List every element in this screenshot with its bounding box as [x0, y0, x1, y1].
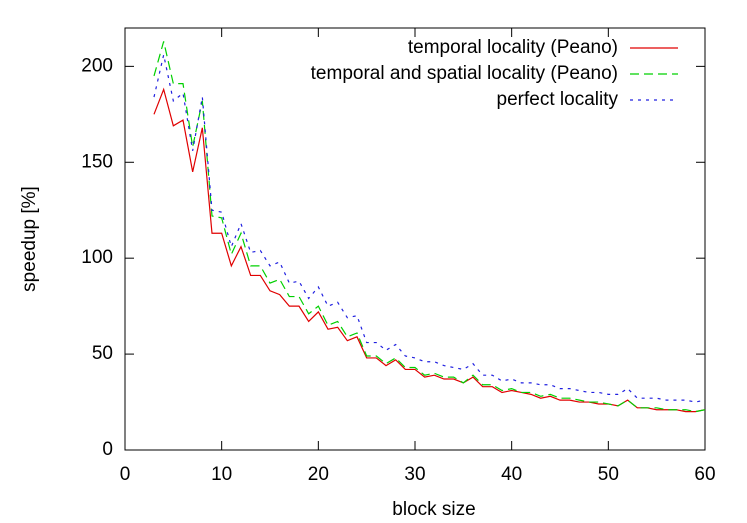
x-axis-label: block size: [392, 499, 475, 520]
series-line: [153, 54, 706, 403]
legend-label: temporal locality (Peano): [408, 37, 618, 58]
y-tick-label: 50: [92, 343, 113, 364]
x-tick-label: 50: [598, 464, 619, 485]
y-axis-label: speedup [%]: [19, 186, 40, 292]
x-tick-label: 30: [404, 464, 425, 485]
plot-frame: [124, 27, 706, 451]
y-tick-label: 100: [81, 247, 113, 268]
y-tick-label: 150: [81, 151, 113, 172]
y-tick-label: 200: [81, 55, 113, 76]
series-line: [153, 41, 706, 413]
x-tick-label: 20: [308, 464, 329, 485]
legend-label: perfect locality: [497, 89, 619, 110]
y-tick-label: 0: [102, 439, 113, 460]
x-tick-label: 60: [694, 464, 715, 485]
legend-label: temporal and spatial locality (Peano): [311, 63, 618, 84]
x-tick-label: 10: [211, 464, 232, 485]
x-tick-label: 0: [120, 464, 131, 485]
x-tick-label: 40: [501, 464, 522, 485]
series-line: [153, 87, 706, 413]
